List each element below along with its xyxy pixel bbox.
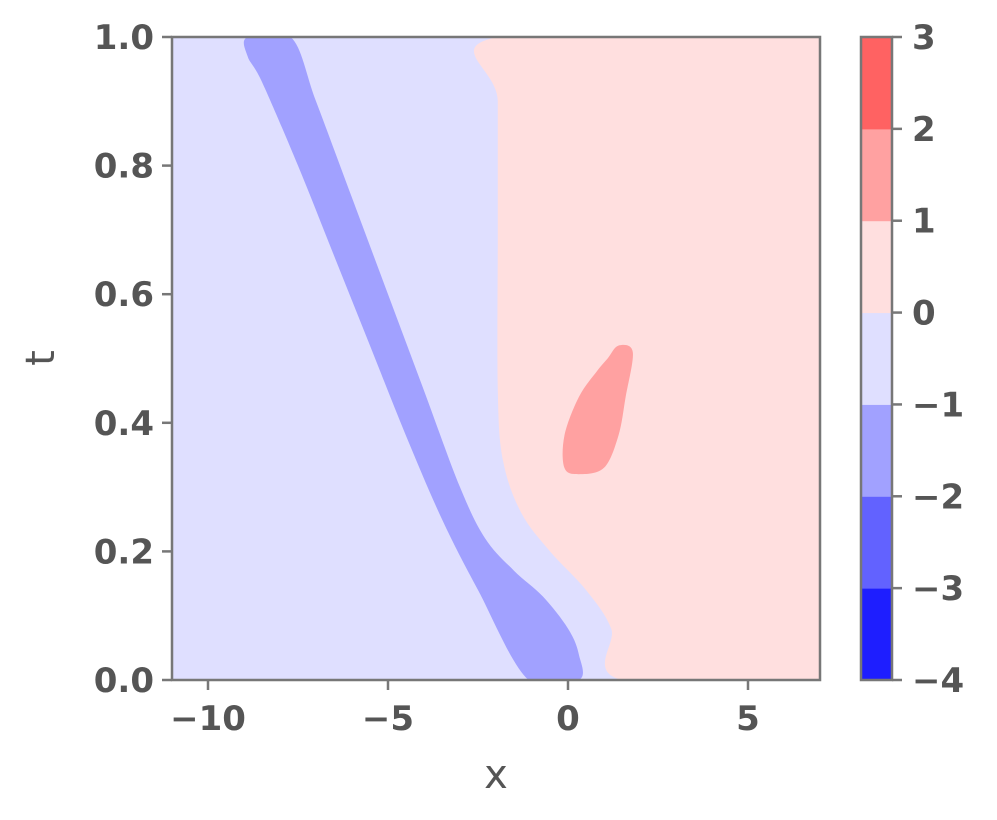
colorbar-tick-label: 0 [912, 294, 936, 334]
colorbar-tick-label: −2 [912, 477, 964, 517]
plot-area [172, 0, 853, 730]
colorbar-tick-label: −3 [912, 569, 964, 609]
colorbar-segment [861, 404, 892, 496]
x-axis-label: x [484, 752, 508, 798]
y-tick-label: 0.6 [94, 275, 154, 315]
colorbar-segment [861, 221, 892, 313]
colorbar: −4 −3 −2 −1 0 1 2 3 [861, 18, 964, 701]
x-tick-label: −10 [170, 699, 246, 739]
colorbar-segment [861, 588, 892, 680]
y-axis-label: t [18, 350, 64, 366]
colorbar-segment [861, 313, 892, 405]
x-tick-label: −5 [362, 699, 414, 739]
y-tick-label: 0.2 [94, 532, 154, 572]
colorbar-segment [861, 129, 892, 221]
x-tick-label: 0 [556, 699, 580, 739]
colorbar-tick-label: 1 [912, 202, 936, 242]
y-tick-label: 0.8 [94, 147, 154, 187]
y-tick-label: 1.0 [94, 18, 154, 58]
y-tick-label: 0.4 [94, 404, 154, 444]
colorbar-tick-label: 2 [912, 110, 936, 150]
y-tick-label: 0.0 [94, 661, 154, 701]
colorbar-tick-label: −1 [912, 385, 964, 425]
colorbar-tick-label: 3 [912, 18, 936, 58]
x-tick-label: 5 [736, 699, 760, 739]
colorbar-segment [861, 37, 892, 129]
colorbar-tick-label: −4 [912, 661, 964, 701]
colorbar-segment [861, 496, 892, 588]
